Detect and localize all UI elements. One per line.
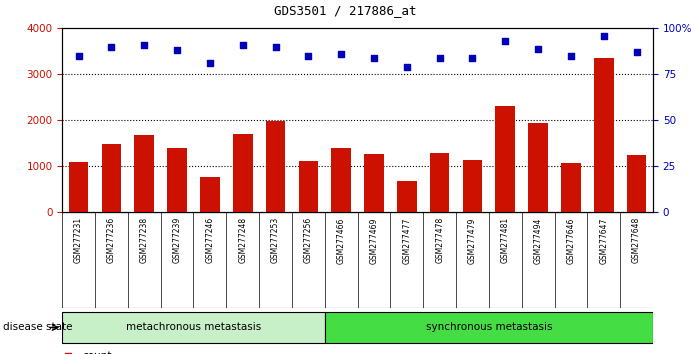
Bar (68, 162, 88, 212)
Text: GSM277646: GSM277646 (567, 217, 576, 264)
Text: GSM277231: GSM277231 (74, 217, 83, 263)
Bar (299, 161, 318, 212)
Point (565, 53, 576, 59)
Bar (167, 148, 187, 212)
Point (631, 50, 642, 55)
Point (139, 42, 150, 48)
Bar (233, 134, 253, 212)
Point (401, 64, 413, 70)
Text: GSM277246: GSM277246 (205, 217, 214, 263)
Bar (495, 106, 515, 212)
Point (500, 38, 511, 44)
Point (73, 53, 84, 59)
Bar (397, 181, 417, 212)
Bar (364, 154, 384, 212)
Point (533, 46, 544, 51)
Point (205, 61, 216, 66)
Text: GSM277469: GSM277469 (370, 217, 379, 264)
Text: GSM277477: GSM277477 (402, 217, 411, 264)
Point (406, 286, 417, 292)
Bar (134, 135, 154, 212)
Bar (561, 163, 580, 212)
Text: GSM277479: GSM277479 (468, 217, 477, 264)
Point (106, 44, 117, 50)
Bar (594, 58, 614, 212)
Bar (102, 144, 122, 212)
Point (467, 55, 478, 61)
Bar (266, 121, 285, 212)
Text: GSM277236: GSM277236 (107, 217, 116, 263)
Text: GSM277478: GSM277478 (435, 217, 444, 263)
Text: GSM277256: GSM277256 (304, 217, 313, 263)
Text: GSM277648: GSM277648 (632, 217, 641, 263)
Point (171, 47, 182, 53)
Text: GSM277494: GSM277494 (533, 217, 542, 264)
Text: count: count (83, 351, 113, 354)
Point (336, 51, 347, 57)
Point (406, 74, 417, 80)
FancyBboxPatch shape (325, 312, 653, 343)
Bar (430, 153, 449, 212)
Bar (627, 155, 647, 212)
Point (237, 42, 248, 48)
FancyBboxPatch shape (62, 312, 325, 343)
Text: metachronous metastasis: metachronous metastasis (126, 322, 261, 332)
Point (303, 53, 314, 59)
Text: GSM277481: GSM277481 (501, 217, 510, 263)
Text: GSM277647: GSM277647 (599, 217, 608, 264)
Point (598, 33, 609, 39)
Bar (529, 123, 548, 212)
Text: GSM277253: GSM277253 (271, 217, 280, 263)
Bar (332, 148, 351, 212)
Point (368, 55, 379, 61)
Text: GDS3501 / 217886_at: GDS3501 / 217886_at (274, 4, 417, 17)
Text: disease state: disease state (3, 322, 73, 332)
Text: synchronous metastasis: synchronous metastasis (426, 322, 552, 332)
Point (434, 55, 445, 61)
Bar (463, 160, 482, 212)
Text: GSM277248: GSM277248 (238, 217, 247, 263)
Text: GSM277238: GSM277238 (140, 217, 149, 263)
Text: GSM277466: GSM277466 (337, 217, 346, 264)
Point (270, 44, 281, 50)
Text: GSM277239: GSM277239 (173, 217, 182, 263)
Bar (200, 177, 220, 212)
